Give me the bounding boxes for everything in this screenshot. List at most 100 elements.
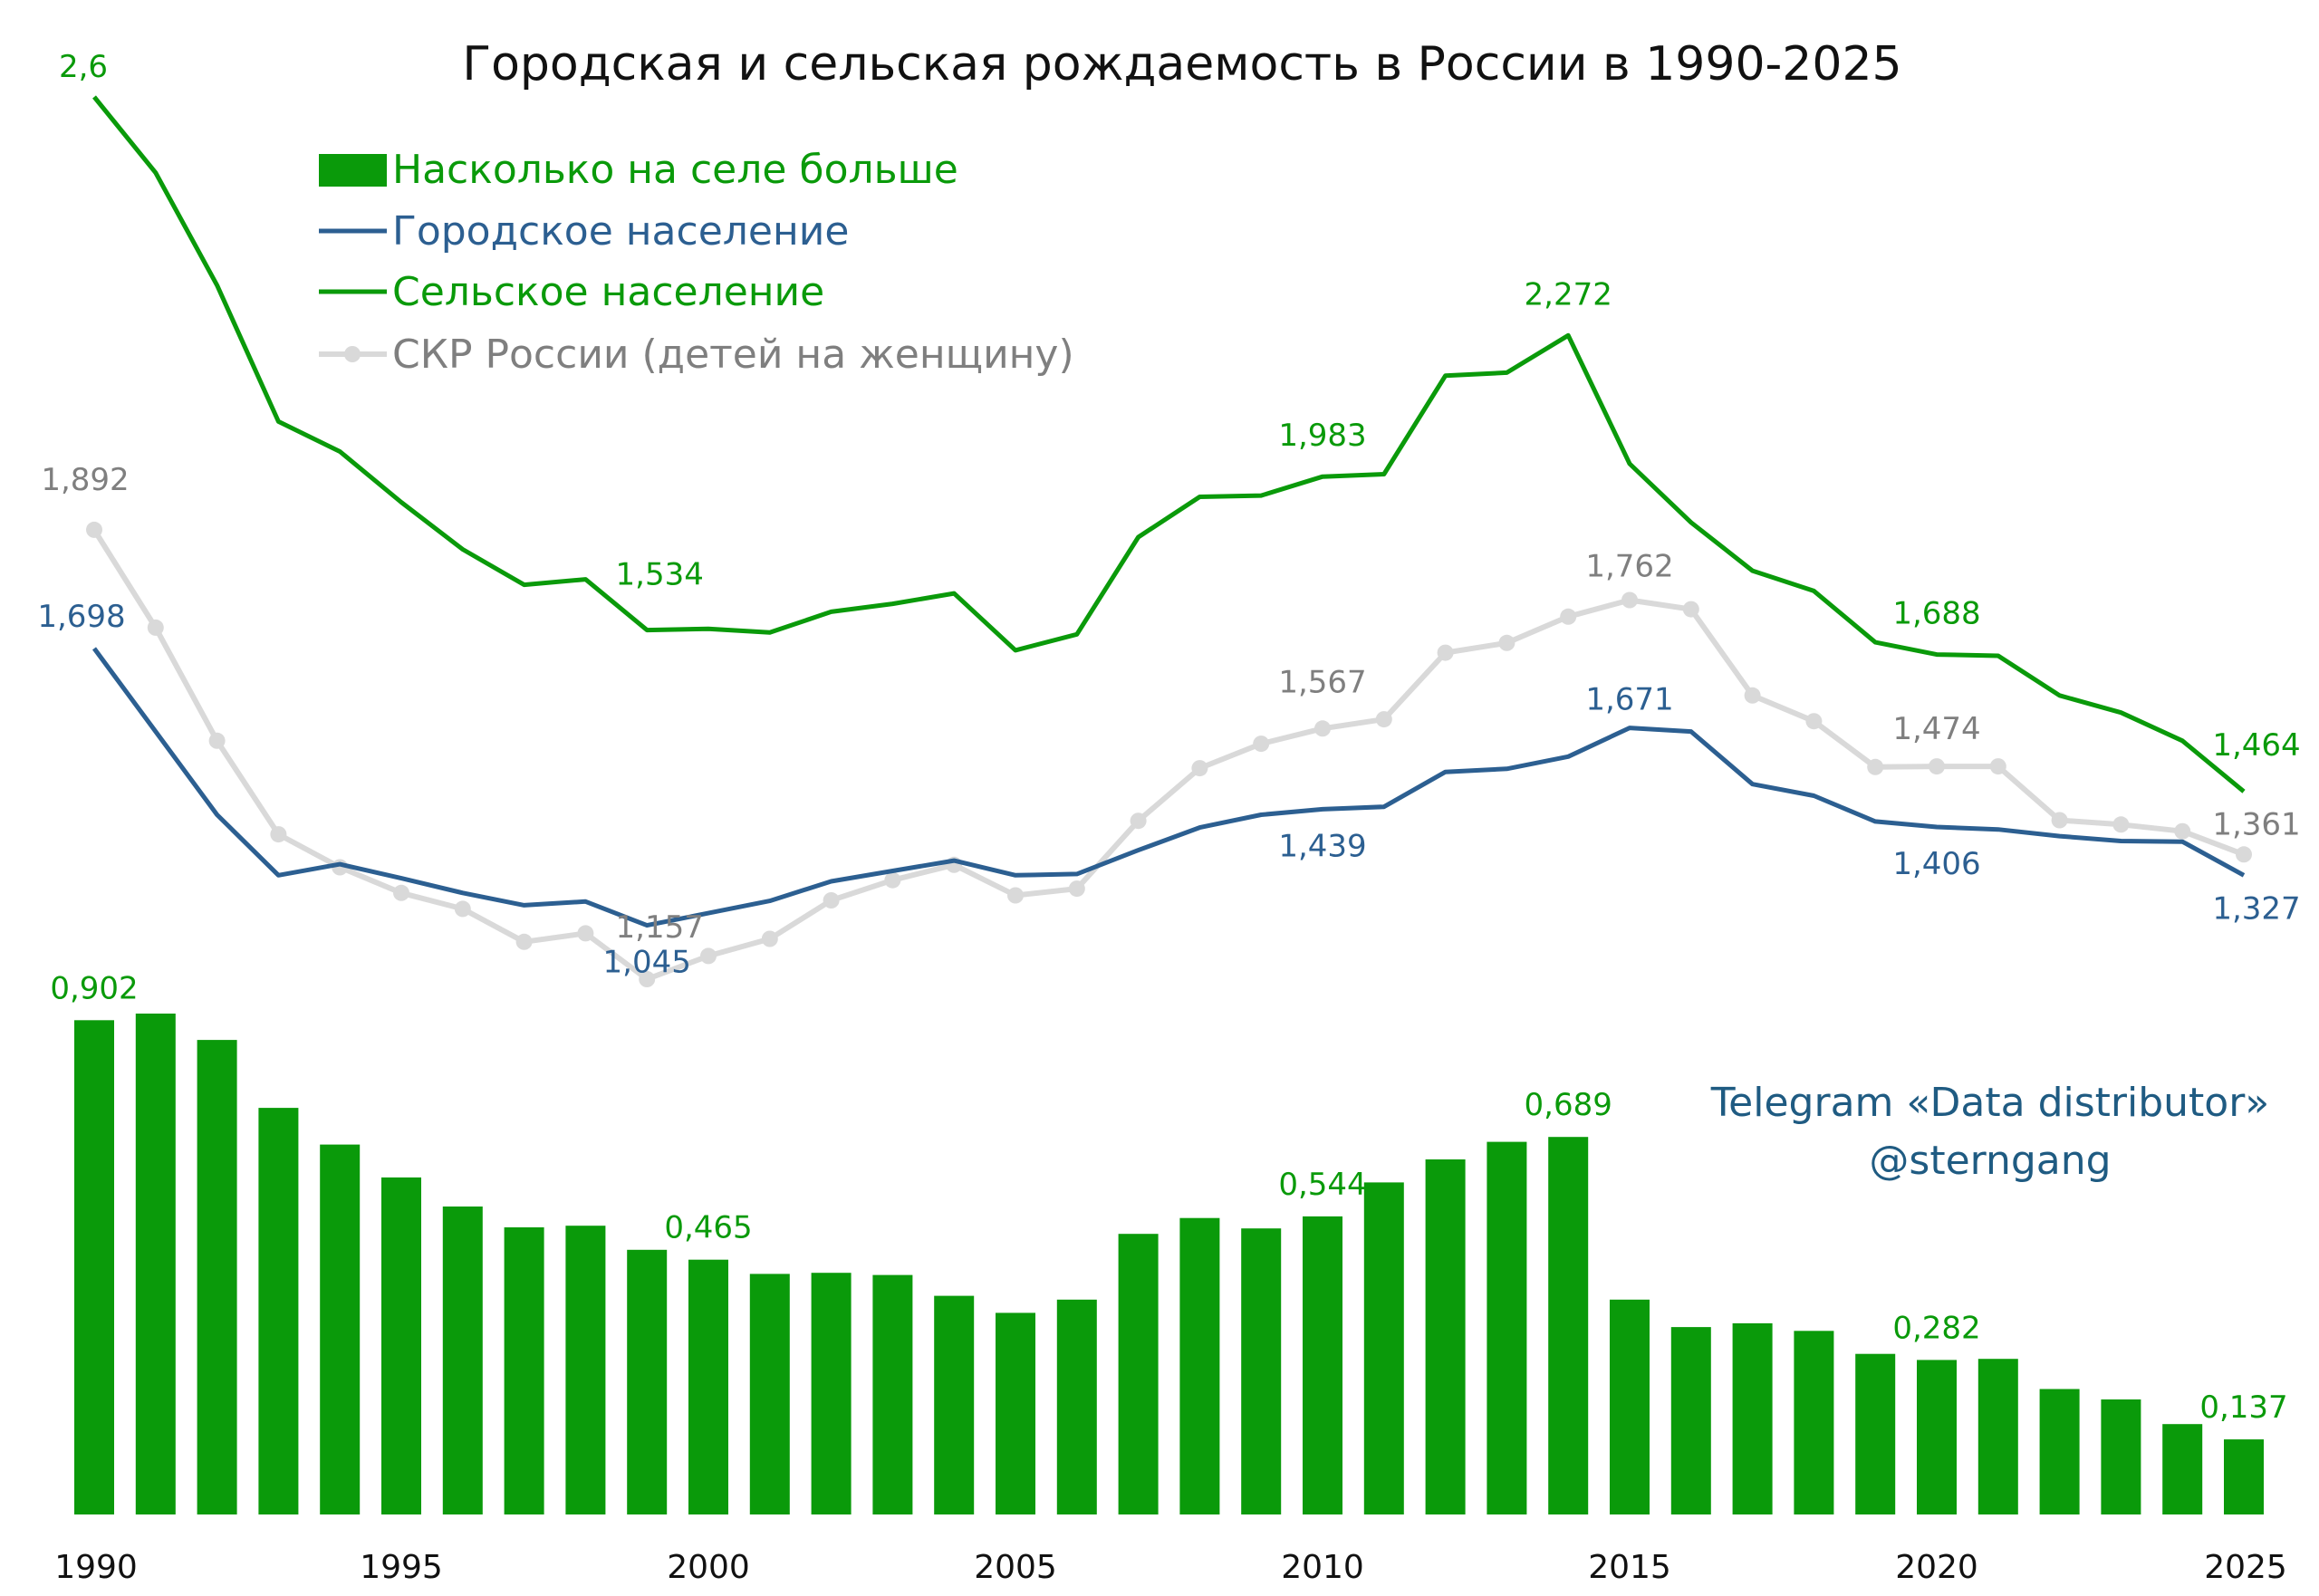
total-point-2013: [1498, 634, 1516, 651]
bar-label-2000: 0,465: [664, 1210, 752, 1246]
x-tick-2020: 2020: [1895, 1549, 1978, 1586]
bar-2008: [1179, 1217, 1220, 1514]
bar-2014: [1548, 1137, 1589, 1514]
total-point-2007: [1130, 812, 1147, 830]
bar-2022: [2039, 1389, 2080, 1514]
bar-2004: [934, 1295, 975, 1514]
bar-label-2014: 0,689: [1525, 1087, 1612, 1123]
rural-line: [92, 95, 2246, 793]
watermark: Telegram «Data distributor» @sterngang: [1710, 1080, 2269, 1184]
total-point-2025: [2236, 846, 2252, 863]
total-point-2008: [1191, 760, 1208, 777]
bar-2000: [688, 1259, 728, 1514]
total-point-2011: [1375, 711, 1392, 728]
total-point-2018: [1805, 713, 1823, 730]
total-point-2019: [1867, 758, 1884, 775]
total-point-2017: [1744, 687, 1761, 704]
x-tick-2010: 2010: [1281, 1549, 1364, 1586]
total-point-1992: [208, 732, 226, 749]
line-series: [86, 95, 2252, 987]
total-point-2022: [2051, 812, 2068, 829]
total-point-2023: [2112, 816, 2130, 833]
bar-2020: [1917, 1360, 1957, 1514]
total-point-2015: [1621, 591, 1638, 609]
chart-title: Городская и сельская рождаемость в Росси…: [462, 37, 1901, 91]
x-tick-2015: 2015: [1588, 1549, 1671, 1586]
bar-2011: [1363, 1182, 1404, 1514]
bar-2007: [1118, 1234, 1159, 1514]
total-point-2012: [1437, 644, 1454, 661]
total-point-2002: [823, 892, 840, 909]
legend-label-urban: Городское население: [392, 208, 849, 255]
bar-label-1990: 0,902: [50, 970, 138, 1006]
bar-2017: [1732, 1322, 1773, 1514]
data-labels: 0,902 0,465 0,544 0,689 0,282 0,137 2,6 1,534 1,…: [37, 49, 2300, 1426]
bar-1992: [197, 1040, 237, 1514]
rural-label-2014: 2,272: [1525, 276, 1612, 312]
urban-label-2015: 1,671: [1585, 682, 1673, 718]
bar-2005: [996, 1312, 1035, 1514]
total-point-1999: [639, 971, 656, 987]
bar-2006: [1056, 1299, 1097, 1514]
legend-label-bar: Насколько на селе больше: [392, 147, 958, 193]
total-point-1996: [454, 900, 471, 918]
bar-2015: [1610, 1299, 1650, 1514]
bar-2025: [2224, 1439, 2264, 1514]
bar-1990: [74, 1020, 114, 1514]
total-point-2014: [1560, 608, 1577, 625]
bar-1999: [627, 1249, 668, 1514]
x-tick-2000: 2000: [667, 1549, 750, 1586]
rural-label-1999: 1,534: [616, 557, 704, 593]
bar-1993: [258, 1108, 299, 1514]
bar-2023: [2101, 1399, 2141, 1514]
legend-swatch-bar: [319, 154, 387, 187]
total-point-2021: [1989, 758, 2006, 775]
urban-label-2020: 1,406: [1892, 846, 1980, 882]
bar-2013: [1487, 1141, 1527, 1514]
watermark-line-2: @sterngang: [1869, 1138, 2111, 1184]
total-point-2010: [1314, 720, 1331, 737]
total-label-2015: 1,762: [1585, 549, 1673, 585]
legend: Насколько на селе больше Городское насел…: [319, 147, 1074, 378]
total-point-2020: [1929, 758, 1945, 775]
total-point-1991: [147, 619, 164, 636]
urban-line: [91, 647, 2246, 928]
bar-label-2025: 0,137: [2199, 1389, 2287, 1426]
bar-1991: [135, 1014, 176, 1514]
total-point-1990: [86, 521, 102, 538]
total-label-2010: 1,567: [1278, 664, 1366, 700]
bar-2003: [872, 1274, 913, 1514]
bar-2001: [749, 1274, 790, 1514]
urban-label-2025: 1,327: [2212, 890, 2300, 927]
bar-2024: [2162, 1424, 2203, 1514]
total-label-1999: 1,157: [616, 909, 704, 946]
bar-label-2020: 0,282: [1892, 1310, 1980, 1346]
total-label-2020: 1,474: [1892, 711, 1980, 747]
bar-2009: [1241, 1228, 1282, 1514]
total-point-2003: [884, 871, 901, 889]
total-point-1998: [577, 925, 594, 942]
x-tick-1990: 1990: [54, 1549, 138, 1586]
bar-1995: [381, 1177, 421, 1514]
legend-label-total: СКР России (детей на женщину): [392, 332, 1074, 378]
bar-2010: [1303, 1216, 1342, 1514]
watermark-line-1: Telegram «Data distributor»: [1710, 1080, 2269, 1126]
bar-2018: [1794, 1331, 1834, 1514]
x-tick-2005: 2005: [974, 1549, 1057, 1586]
x-tick-2025: 2025: [2204, 1549, 2287, 1586]
bar-2012: [1425, 1159, 1466, 1514]
rural-label-2010: 1,983: [1278, 418, 1366, 454]
bar-2002: [811, 1273, 852, 1514]
urban-label-1999: 1,045: [603, 945, 691, 981]
total-point-2024: [2174, 822, 2191, 840]
total-point-1995: [393, 884, 409, 901]
total-point-2005: [1007, 887, 1024, 904]
rural-label-1990: 2,6: [59, 49, 108, 85]
bar-1996: [442, 1207, 483, 1514]
bar-2021: [1977, 1359, 2018, 1514]
rural-label-2025: 1,464: [2212, 727, 2300, 764]
bar-label-2010: 0,544: [1278, 1167, 1366, 1203]
total-line: [91, 528, 2246, 982]
bar-1994: [320, 1144, 361, 1514]
